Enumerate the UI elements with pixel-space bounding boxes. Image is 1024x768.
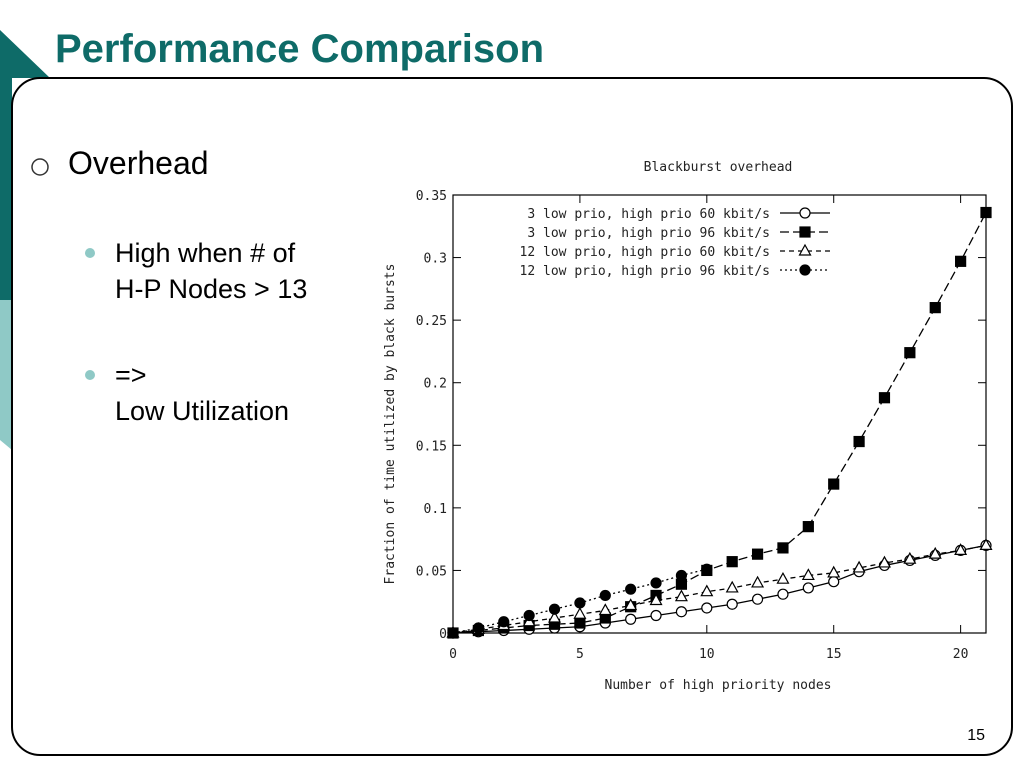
- sub-bullet: [85, 370, 95, 380]
- bullet-text: Overhead: [68, 145, 209, 181]
- marker: [726, 598, 738, 610]
- chart-title: Blackburst overhead: [644, 160, 793, 175]
- x-tick-label: 20: [953, 647, 969, 662]
- sub-bullet-text: H-P Nodes > 13: [115, 274, 307, 304]
- marker: [802, 521, 814, 533]
- legend-label: 12 low prio, high prio 60 kbit/s: [520, 245, 770, 260]
- marker: [725, 580, 739, 593]
- marker: [903, 551, 917, 564]
- marker: [928, 546, 942, 559]
- marker: [751, 575, 765, 588]
- y-tick-label: 0.2: [424, 377, 447, 392]
- y-tick-label: 0.35: [416, 189, 447, 204]
- marker: [853, 435, 865, 448]
- marker: [574, 597, 586, 609]
- legend-label: 3 low prio, high prio 60 kbit/s: [527, 207, 770, 222]
- series-line: [452, 544, 987, 634]
- y-tick-label: 0.15: [416, 439, 447, 454]
- x-tick-label: 10: [699, 647, 715, 662]
- x-tick-label: 5: [576, 647, 584, 662]
- marker: [548, 603, 561, 615]
- marker: [802, 582, 814, 594]
- slide-title: Performance Comparison: [55, 27, 544, 71]
- marker: [624, 598, 638, 611]
- marker: [852, 560, 866, 573]
- legend-marker: [798, 243, 812, 256]
- marker: [954, 543, 968, 556]
- marker: [726, 556, 738, 568]
- marker: [675, 569, 688, 582]
- y-tick-label: 0.25: [416, 314, 447, 329]
- y-tick-label: 0.1: [424, 502, 447, 517]
- marker: [700, 584, 714, 597]
- y-tick-label: 0.05: [416, 564, 447, 579]
- marker: [573, 606, 587, 619]
- marker: [955, 255, 967, 267]
- marker: [777, 542, 789, 554]
- legend-label: 12 low prio, high prio 96 kbit/s: [520, 264, 770, 279]
- x-tick-label: 0: [449, 647, 457, 662]
- marker: [751, 593, 764, 605]
- marker: [828, 576, 840, 588]
- marker: [979, 538, 993, 550]
- legend-marker: [799, 264, 811, 276]
- marker: [472, 622, 484, 634]
- marker: [878, 392, 891, 404]
- sub-bullet-text: =>: [115, 360, 147, 390]
- x-tick-label: 15: [826, 647, 842, 662]
- marker: [447, 627, 459, 639]
- marker: [827, 565, 841, 578]
- decor: [0, 30, 50, 300]
- sub-bullet-text: Low Utilization: [115, 396, 289, 426]
- y-axis-label: Fraction of time utilized by black burst…: [383, 264, 398, 585]
- marker: [674, 589, 688, 602]
- legend-label: 3 low prio, high prio 96 kbit/s: [527, 226, 770, 241]
- marker: [929, 302, 941, 314]
- marker: [701, 602, 713, 614]
- marker: [650, 577, 662, 589]
- marker: [701, 563, 713, 575]
- marker: [828, 478, 840, 490]
- marker: [598, 603, 612, 616]
- marker: [548, 610, 562, 623]
- sub-bullet-text: High when # of: [115, 238, 296, 268]
- marker: [649, 593, 663, 606]
- marker: [675, 606, 688, 618]
- bullet: [31, 158, 49, 176]
- marker: [523, 609, 535, 622]
- marker: [777, 588, 789, 600]
- y-tick-label: 0.3: [424, 252, 447, 267]
- series-line: [452, 544, 987, 634]
- marker: [498, 616, 510, 628]
- marker: [801, 568, 815, 581]
- decor: [0, 300, 12, 450]
- marker: [625, 613, 637, 625]
- marker: [776, 571, 790, 584]
- marker: [877, 555, 891, 568]
- series-line: [452, 212, 987, 634]
- marker: [625, 583, 637, 595]
- marker: [904, 347, 916, 359]
- x-axis-label: Number of high priority nodes: [605, 678, 832, 693]
- marker: [599, 589, 611, 602]
- legend-marker: [799, 226, 811, 238]
- marker: [650, 609, 662, 622]
- marker: [980, 206, 992, 219]
- marker: [751, 548, 764, 560]
- y-tick-label: 0: [439, 627, 447, 642]
- marker: [574, 617, 586, 629]
- plot-frame: [452, 194, 987, 634]
- legend-marker: [799, 207, 811, 219]
- page-number: 15: [967, 727, 985, 744]
- sub-bullet: [85, 248, 95, 258]
